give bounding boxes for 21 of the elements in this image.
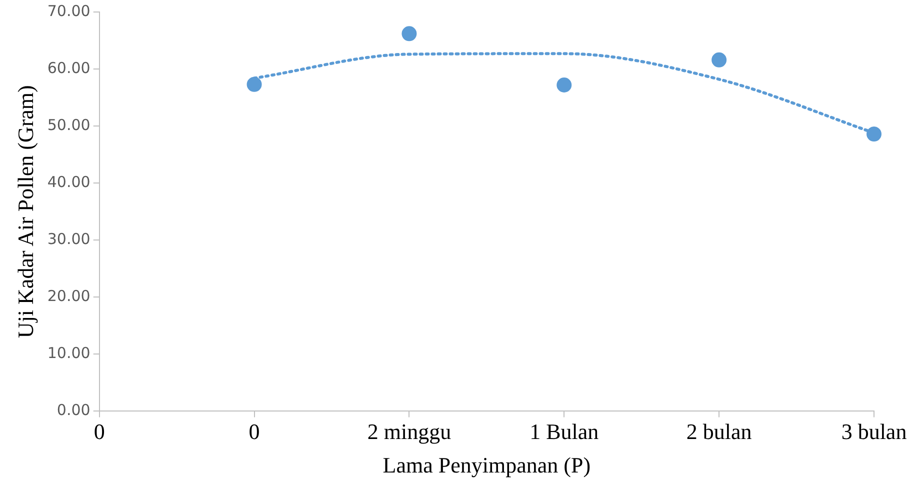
y-tick-label: 20.00	[47, 287, 90, 306]
y-tick-label: 10.00	[47, 344, 90, 362]
point	[402, 26, 417, 42]
x-axis-title: Lama Penyimpanan (P)	[382, 452, 591, 478]
point	[246, 76, 262, 92]
y-tick-label: 60.00	[47, 58, 90, 77]
x-tick-label: 2 minggu	[367, 419, 452, 444]
x-tick-label: 0	[248, 419, 260, 444]
point	[866, 126, 882, 142]
x-tick-label: 1 Bulan	[530, 419, 599, 444]
y-tick-label: 50.00	[47, 116, 90, 134]
x-tick-label: 0	[94, 419, 105, 444]
y-tick-label: 0.00	[56, 401, 90, 420]
y-tick-label: 40.00	[47, 172, 90, 191]
point	[556, 77, 572, 92]
y-axis-title: Uji Kadar Air Pollen (Gram)	[12, 85, 38, 338]
x-tick-label: 3 bulan	[841, 419, 907, 444]
point	[712, 52, 727, 68]
y-tick-label: 70.00	[47, 2, 90, 20]
x-tick-label: 2 bulan	[686, 419, 752, 444]
y-tick-label: 30.00	[47, 230, 90, 248]
